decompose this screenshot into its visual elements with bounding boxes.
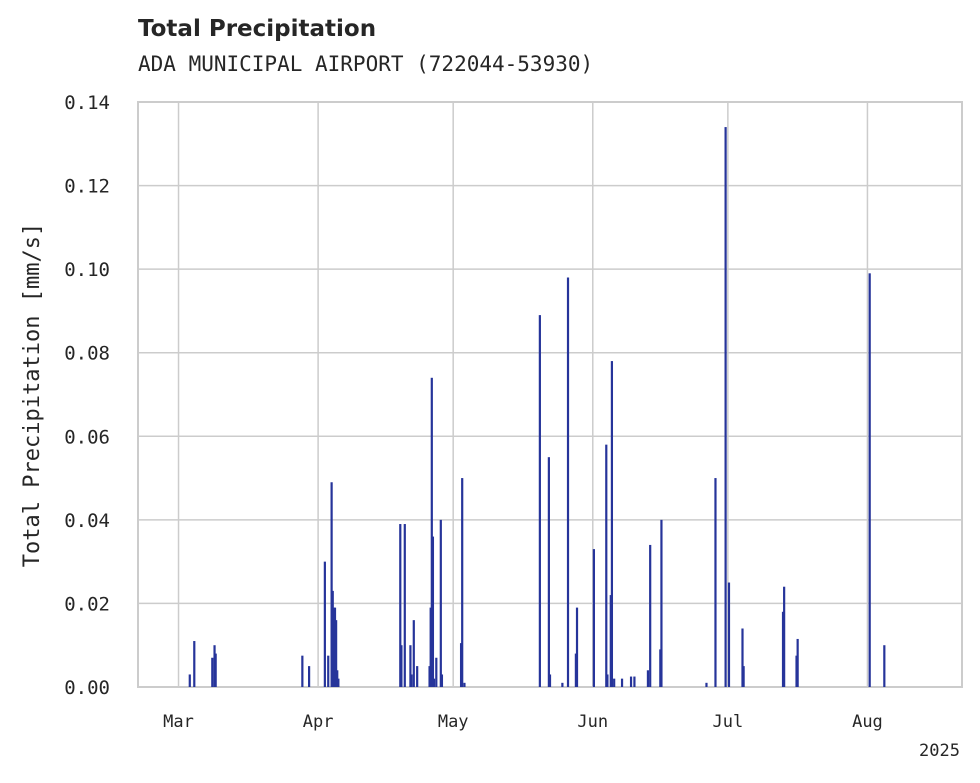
precip-bar <box>430 377 433 687</box>
precip-bar <box>646 670 650 687</box>
precip-bar <box>333 607 337 687</box>
precip-bar <box>188 674 191 687</box>
precip-bar <box>459 643 463 687</box>
precip-bar <box>211 657 214 687</box>
y-tick-label: 0.02 <box>64 593 110 615</box>
precip-bar <box>714 478 717 687</box>
plot-frame <box>137 101 963 688</box>
precip-bar <box>741 628 744 687</box>
precip-bar <box>331 590 334 687</box>
precip-bar <box>323 561 326 687</box>
x-tick-label: Apr <box>303 712 334 732</box>
precip-bar <box>705 682 708 687</box>
precip-bar <box>633 676 636 687</box>
x-tick-label: Aug <box>852 712 883 732</box>
precip-bar <box>337 678 340 687</box>
precip-bar <box>649 544 652 687</box>
x-tick-label: Jul <box>712 712 743 732</box>
precip-bar <box>403 524 406 687</box>
precip-bar <box>429 607 432 687</box>
precip-bar <box>610 361 614 687</box>
precip-bar <box>883 645 886 687</box>
precip-bar <box>538 315 541 687</box>
precip-bar <box>606 674 609 687</box>
precip-bar <box>327 655 330 687</box>
y-tick-label: 0.06 <box>64 426 110 448</box>
precip-bar <box>795 655 798 687</box>
precip-bar <box>463 682 466 687</box>
precip-bar <box>308 666 311 687</box>
precip-bar <box>439 519 442 687</box>
precip-bar <box>410 674 413 687</box>
precip-bar <box>461 478 464 687</box>
x-tick-labels: Mar Apr May Jun Jul Aug <box>163 712 883 732</box>
x-tick-label: May <box>438 712 469 732</box>
precip-bar <box>592 549 596 687</box>
precip-bar <box>214 653 217 687</box>
precip-bar <box>336 670 339 687</box>
x-tick-label: Jun <box>577 712 608 732</box>
x-tick-label: Mar <box>163 712 194 732</box>
precip-bar <box>605 444 608 687</box>
y-tick-label: 0.00 <box>64 677 110 699</box>
precip-bar <box>574 653 577 687</box>
precip-bar <box>629 676 633 687</box>
precip-bar <box>416 666 419 687</box>
precip-bar <box>613 678 616 687</box>
chart-subtitle: ADA MUNICIPAL AIRPORT (722044-53930) <box>138 52 594 76</box>
y-tick-labels: 0.00 0.02 0.04 0.06 0.08 0.10 0.12 0.14 <box>64 92 110 699</box>
precip-bar <box>409 645 412 687</box>
precip-bar <box>335 620 338 687</box>
chart-title: Total Precipitation <box>138 16 377 42</box>
precip-bar <box>781 611 785 687</box>
precip-bar <box>432 678 436 687</box>
y-axis-label: Total Precipitation [mm/s] <box>20 223 45 567</box>
y-tick-label: 0.10 <box>64 259 110 281</box>
precip-bar <box>609 595 612 687</box>
precip-bar <box>412 620 415 687</box>
precip-bar <box>575 607 579 687</box>
precip-bar <box>548 674 552 687</box>
precip-bar <box>400 645 403 687</box>
bars-group <box>188 127 886 688</box>
precip-bar <box>727 582 731 687</box>
precip-bar <box>428 666 431 687</box>
precip-bar <box>660 519 663 687</box>
precip-bar <box>440 674 444 687</box>
precip-bar <box>399 524 402 687</box>
precip-bar <box>547 457 550 687</box>
y-tick-label: 0.12 <box>64 176 110 198</box>
precip-bar <box>659 649 662 687</box>
precip-bar <box>193 641 196 687</box>
grid-lines <box>138 101 962 688</box>
y-tick-label: 0.14 <box>64 92 110 114</box>
precip-bar <box>332 607 335 687</box>
y-tick-label: 0.08 <box>64 343 110 365</box>
precip-bar <box>330 482 333 687</box>
precip-bar <box>783 586 786 687</box>
precip-bar <box>301 655 304 687</box>
precip-bar <box>742 666 745 687</box>
precip-bar <box>213 645 216 687</box>
precip-bar <box>431 536 435 687</box>
year-label: 2025 <box>919 741 960 761</box>
y-tick-label: 0.04 <box>64 510 110 532</box>
precip-bar <box>435 657 438 687</box>
precip-bar <box>868 273 871 687</box>
precip-bar <box>561 682 564 687</box>
precip-bar <box>724 127 727 688</box>
precip-bar <box>566 277 570 687</box>
precip-bar <box>796 638 799 687</box>
precip-bar <box>620 678 624 687</box>
